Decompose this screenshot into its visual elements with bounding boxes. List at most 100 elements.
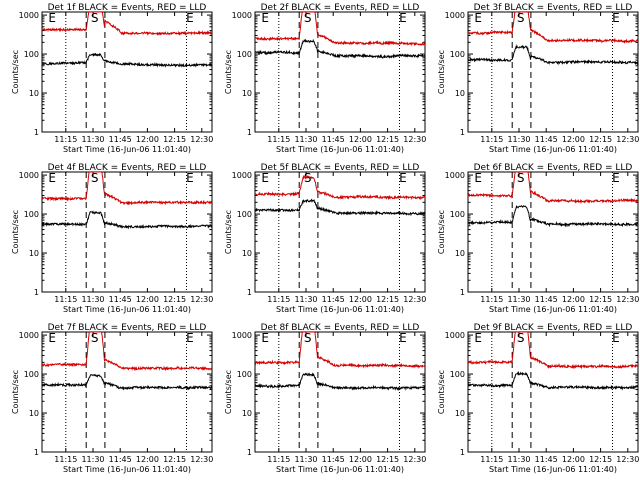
marker-s: S [517, 11, 525, 25]
marker-e: E [474, 331, 482, 345]
y-tick-label: 10 [242, 249, 252, 258]
y-tick-label: 1 [247, 448, 252, 457]
y-tick-label: 10 [455, 409, 465, 418]
x-tick-label: 11:15 [54, 455, 77, 464]
y-tick-label: 1000 [232, 11, 252, 20]
plot-frame [41, 331, 213, 453]
panel-title: Det 4f BLACK = Events, RED = LLD [48, 163, 207, 173]
series-line-events [42, 373, 212, 391]
marker-e: E [612, 11, 620, 25]
y-tick-label: 1000 [19, 11, 39, 20]
plot-frame [254, 11, 426, 133]
y-tick-label: 1 [460, 128, 465, 137]
marker-e: E [186, 171, 194, 185]
series-line-events [42, 52, 212, 68]
y-tick-label: 10 [242, 89, 252, 98]
marker-e: E [48, 331, 56, 345]
series-line-lld [468, 12, 638, 44]
x-tick-label: 12:30 [616, 455, 639, 464]
panel-title: Det 9f BLACK = Events, RED = LLD [474, 323, 633, 333]
panel-title: Det 8f BLACK = Events, RED = LLD [261, 323, 420, 333]
marker-e: E [612, 331, 620, 345]
series-line-lld [468, 172, 638, 205]
x-tick-label: 12:15 [163, 295, 186, 304]
x-tick-label: 12:00 [562, 135, 585, 144]
x-tick-label: 11:30 [294, 455, 317, 464]
x-tick-label: 12:00 [136, 135, 159, 144]
series-line-lld [468, 332, 638, 370]
y-tick-label: 1000 [445, 11, 465, 20]
panel-title: Det 2f BLACK = Events, RED = LLD [261, 3, 420, 13]
x-tick-label: 12:15 [589, 135, 612, 144]
marker-e: E [48, 11, 56, 25]
plot-frame [467, 171, 639, 293]
x-tick-label: 12:00 [136, 455, 159, 464]
marker-s: S [304, 171, 312, 185]
x-tick-label: 11:15 [480, 135, 503, 144]
x-tick-label: 11:15 [267, 295, 290, 304]
x-tick-label: 11:45 [535, 135, 558, 144]
panel-5: Det 5f BLACK = Events, RED = LLD 1 10 100 10… [224, 163, 426, 314]
x-axis-label: Start Time (16-Jun-06 11:01:40) [63, 465, 191, 474]
y-axis-label: Counts/sec [11, 50, 20, 94]
y-axis-label: Counts/sec [437, 50, 446, 94]
marker-e: E [474, 171, 482, 185]
y-tick-label: 1000 [445, 331, 465, 340]
x-tick-label: 12:15 [589, 455, 612, 464]
marker-s: S [304, 11, 312, 25]
marker-e: E [399, 11, 407, 25]
x-tick-label: 12:00 [349, 455, 372, 464]
marker-e: E [399, 331, 407, 345]
y-tick-label: 1000 [232, 171, 252, 180]
x-tick-label: 11:30 [294, 295, 317, 304]
plot-frame [41, 11, 213, 133]
y-tick-label: 100 [24, 370, 39, 379]
y-axis-label: Counts/sec [224, 50, 233, 94]
marker-s: S [91, 331, 99, 345]
panel-6: Det 6f BLACK = Events, RED = LLD 1 10 100 10… [437, 163, 639, 314]
x-tick-label: 12:15 [376, 135, 399, 144]
x-tick-label: 12:00 [562, 295, 585, 304]
x-tick-label: 11:45 [322, 135, 345, 144]
series-line-events [255, 198, 425, 217]
x-tick-label: 11:45 [109, 295, 132, 304]
x-tick-label: 11:15 [480, 455, 503, 464]
panel-3: Det 3f BLACK = Events, RED = LLD 1 10 100 10… [437, 3, 639, 154]
series-line-lld [255, 12, 425, 47]
marker-s: S [304, 331, 312, 345]
y-tick-label: 100 [450, 370, 465, 379]
series-line-lld [42, 172, 212, 206]
y-axis-label: Counts/sec [224, 370, 233, 414]
marker-s: S [517, 331, 525, 345]
x-tick-label: 12:30 [190, 295, 213, 304]
x-tick-label: 11:30 [81, 455, 104, 464]
panel-title: Det 6f BLACK = Events, RED = LLD [474, 163, 633, 173]
y-tick-label: 100 [24, 50, 39, 59]
x-tick-label: 11:15 [480, 295, 503, 304]
y-tick-label: 1 [460, 448, 465, 457]
series-line-lld [255, 174, 425, 201]
marker-e: E [186, 331, 194, 345]
y-tick-label: 10 [455, 249, 465, 258]
y-tick-label: 1000 [232, 331, 252, 340]
y-axis-label: Counts/sec [11, 370, 20, 414]
x-tick-label: 11:45 [322, 455, 345, 464]
panel-9: Det 9f BLACK = Events, RED = LLD 1 10 100 10… [437, 323, 639, 474]
marker-e: E [261, 331, 269, 345]
y-tick-label: 1 [247, 128, 252, 137]
x-tick-label: 11:30 [81, 295, 104, 304]
marker-e: E [261, 11, 269, 25]
panel-2: Det 2f BLACK = Events, RED = LLD 1 10 100 10… [224, 3, 426, 154]
x-tick-label: 12:15 [163, 135, 186, 144]
plot-frame [467, 11, 639, 133]
plot-frame [41, 171, 213, 293]
x-tick-label: 12:00 [136, 295, 159, 304]
x-axis-label: Start Time (16-Jun-06 11:01:40) [63, 305, 191, 314]
x-tick-label: 11:45 [109, 135, 132, 144]
x-axis-label: Start Time (16-Jun-06 11:01:40) [63, 145, 191, 154]
marker-e: E [48, 171, 56, 185]
y-tick-label: 1000 [19, 171, 39, 180]
x-tick-label: 11:15 [54, 295, 77, 304]
